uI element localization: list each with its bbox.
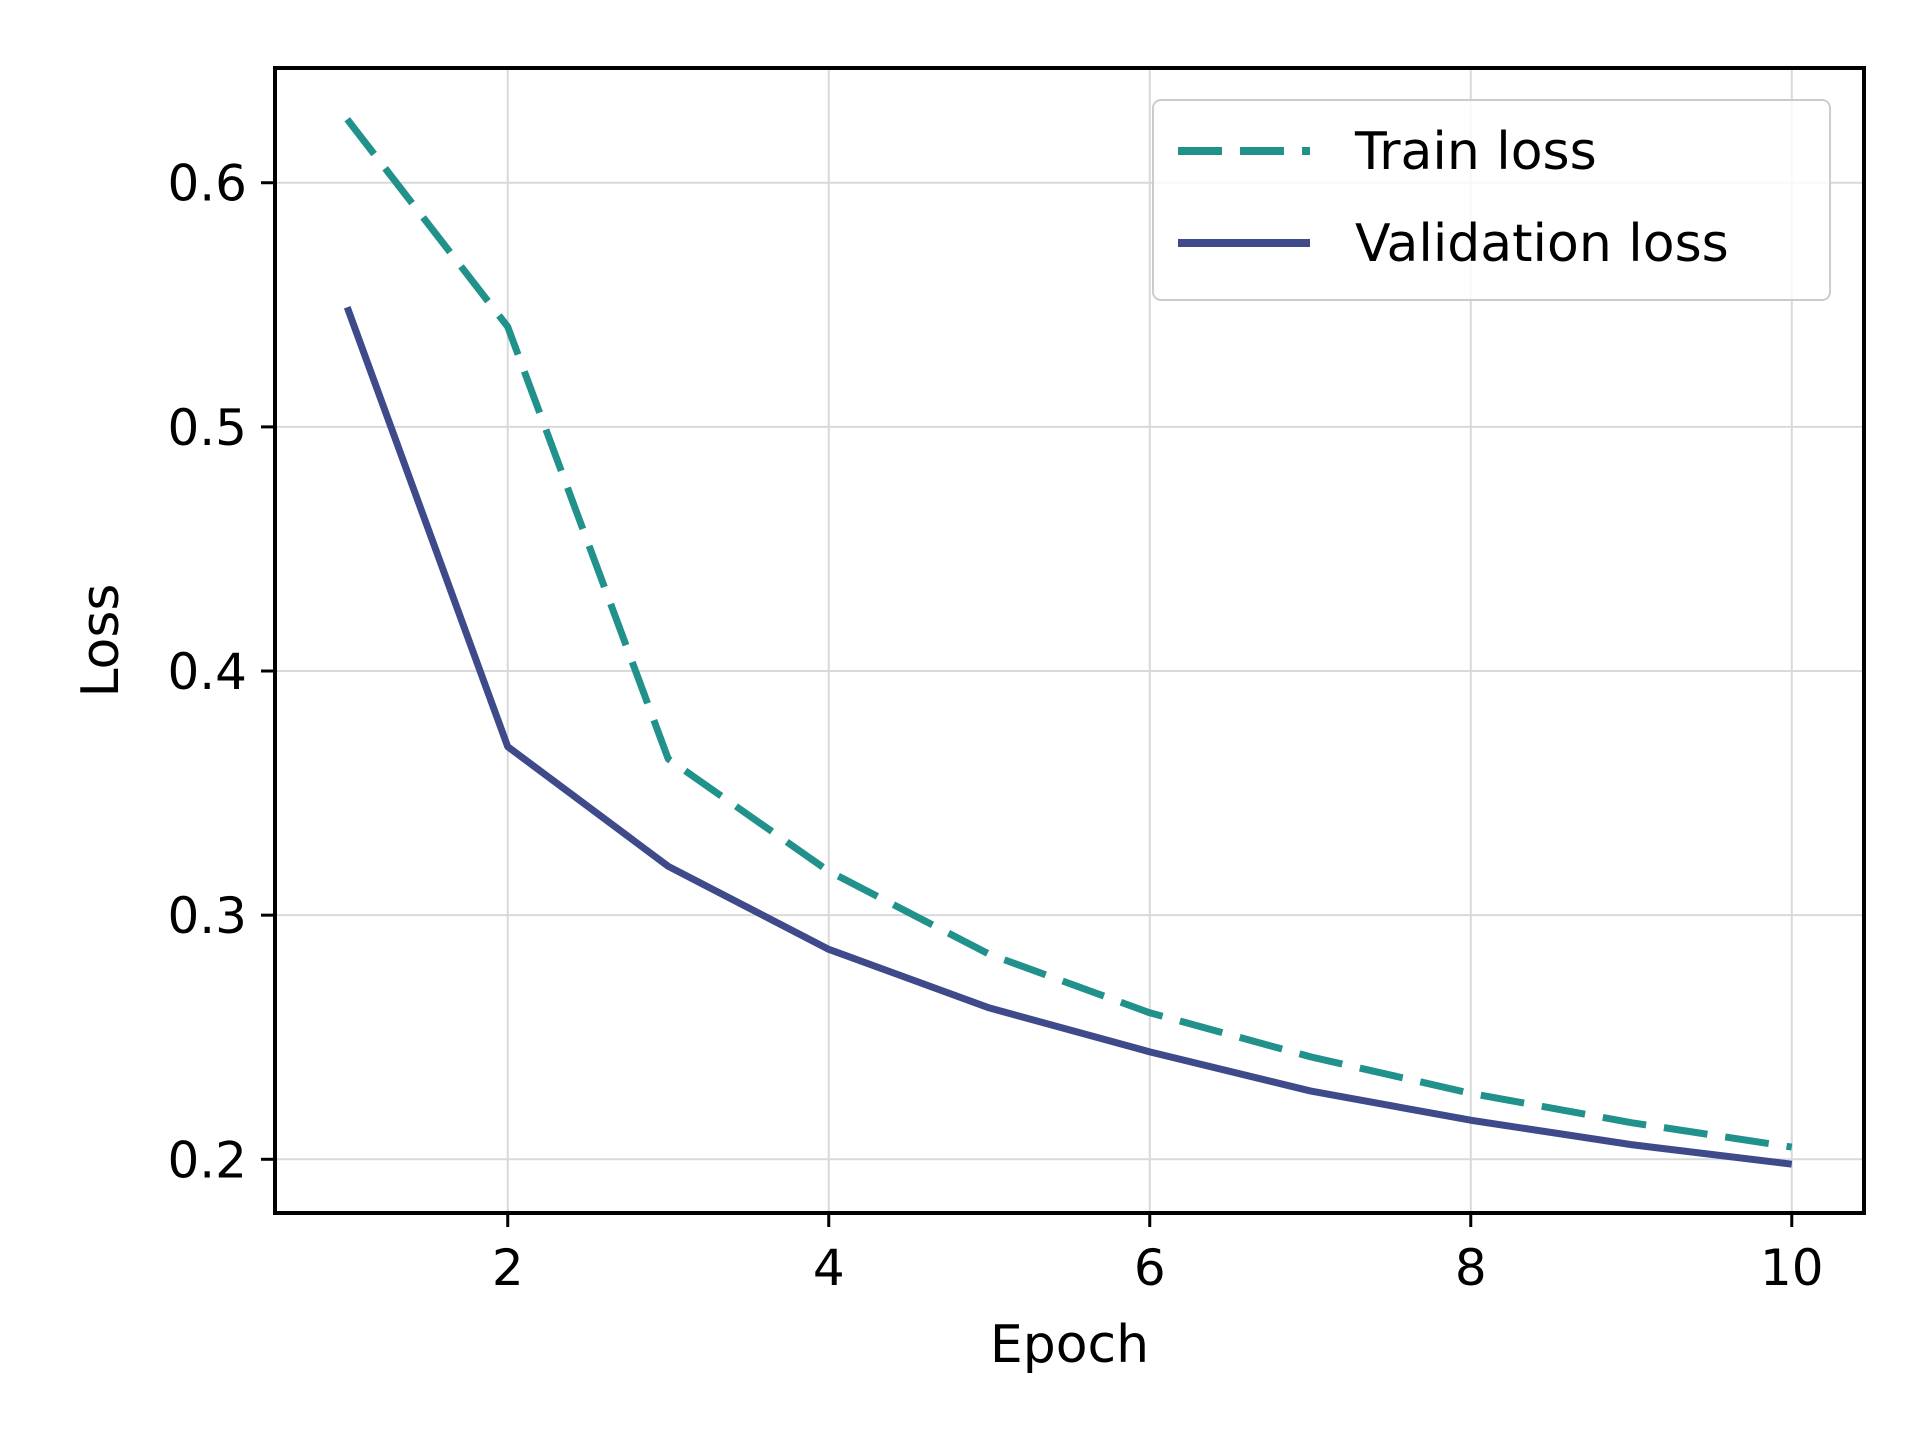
legend: Train loss Validation loss bbox=[1152, 99, 1831, 301]
x-tick-label: 2 bbox=[492, 1239, 524, 1297]
y-tick-label: 0.2 bbox=[167, 1131, 247, 1189]
x-tick-label: 8 bbox=[1455, 1239, 1487, 1297]
plot-frame bbox=[273, 66, 1866, 1215]
legend-label-train-loss: Train loss bbox=[1354, 122, 1597, 182]
x-axis-label: Epoch bbox=[990, 1315, 1149, 1375]
legend-box bbox=[1152, 99, 1831, 301]
axis-ticks: 2 4 6 8 10 0.2 0.3 0.4 0.5 0.6 bbox=[167, 155, 1823, 1297]
x-tick-label: 6 bbox=[1134, 1239, 1166, 1297]
series-line-validation-loss bbox=[343, 306, 1793, 1168]
series-line-train-loss bbox=[344, 117, 1793, 1151]
y-tick-label: 0.3 bbox=[167, 887, 247, 945]
series-lines bbox=[343, 117, 1793, 1168]
y-tick-label: 0.4 bbox=[167, 643, 247, 701]
x-tick-label: 10 bbox=[1760, 1239, 1824, 1297]
y-tick-label: 0.5 bbox=[167, 399, 247, 457]
legend-label-validation-loss: Validation loss bbox=[1355, 214, 1729, 274]
y-tick-label: 0.6 bbox=[167, 155, 247, 213]
x-tick-label: 4 bbox=[813, 1239, 845, 1297]
y-axis-label: Loss bbox=[71, 583, 131, 697]
